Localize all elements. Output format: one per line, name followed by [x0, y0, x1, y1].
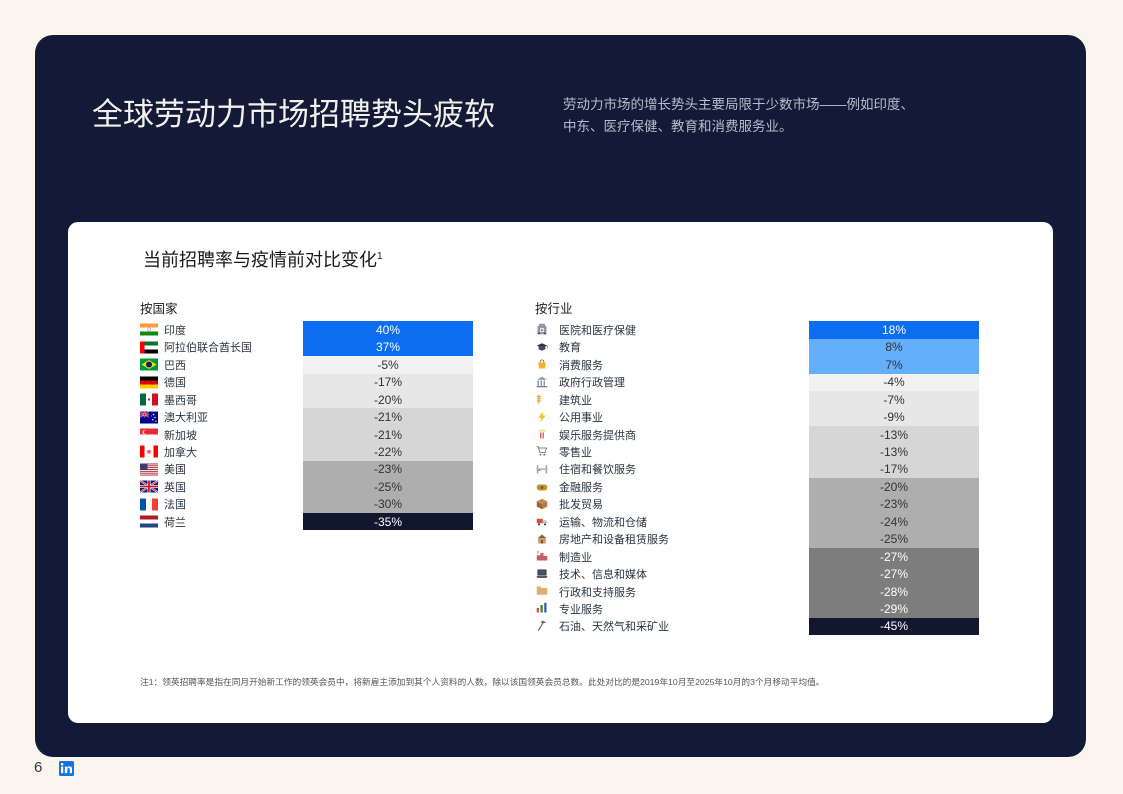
- svg-text:❋: ❋: [146, 449, 151, 456]
